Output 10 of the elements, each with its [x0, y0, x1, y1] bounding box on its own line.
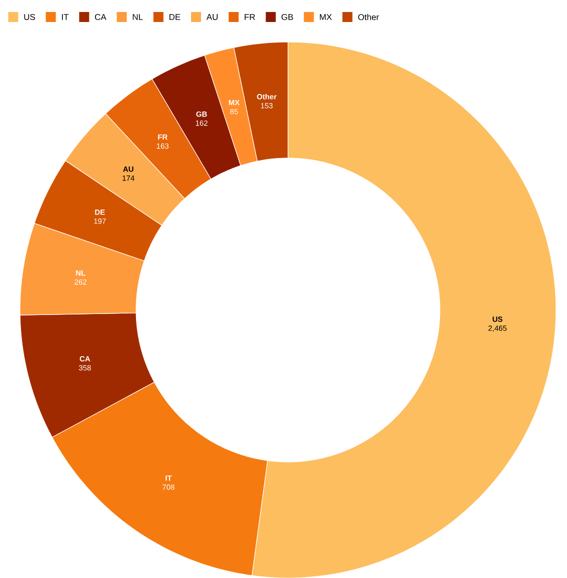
legend-label: Other: [358, 14, 379, 20]
legend-label: MX: [320, 14, 332, 20]
legend-label: US: [24, 14, 36, 20]
legend-label: NL: [132, 14, 143, 20]
legend-label: GB: [282, 14, 294, 20]
legend-label: FR: [244, 14, 255, 20]
legend-label: CA: [95, 14, 106, 20]
legend-label: IT: [62, 14, 69, 20]
legend-label: AU: [206, 14, 218, 20]
legend-label: DE: [170, 14, 180, 20]
